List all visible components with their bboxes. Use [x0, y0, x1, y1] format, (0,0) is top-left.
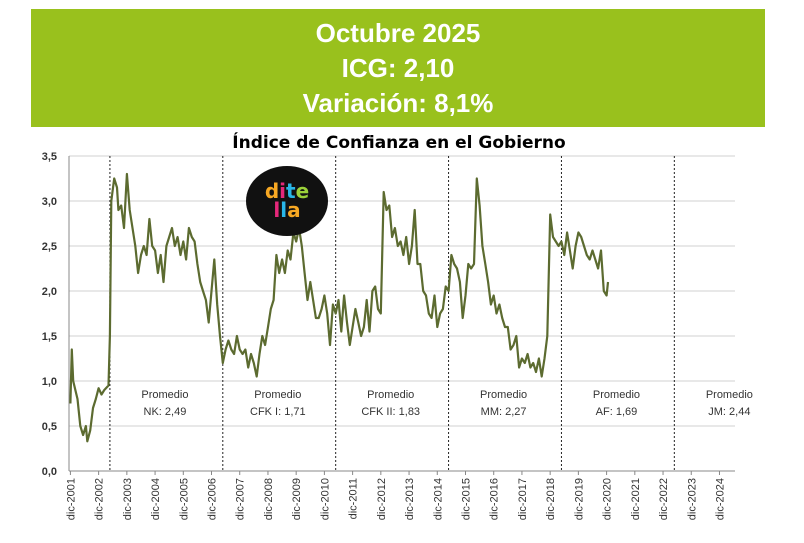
banner-icg-value: ICG: 2,10 — [341, 52, 455, 83]
annotation-label: Promedio — [254, 389, 301, 401]
annotation-value: CFK II: 1,83 — [361, 406, 420, 418]
x-tick-label: dic-2015 — [460, 478, 472, 520]
x-tick-label: dic-2007 — [235, 478, 247, 520]
annotation-label: Promedio — [367, 389, 414, 401]
x-tick-label: dic-2019 — [573, 478, 585, 520]
annotation-label: Promedio — [593, 389, 640, 401]
annotation-label: Promedio — [480, 389, 527, 401]
header-banner: Octubre 2025 ICG: 2,10 Variación: 8,1% — [31, 9, 765, 127]
annotation-label: Promedio — [706, 389, 753, 401]
annotation-value: CFK I: 1,71 — [250, 406, 306, 418]
di-tella-logo: dite lla — [246, 166, 328, 236]
x-tick-label: dic-2003 — [122, 478, 134, 520]
x-tick-label: dic-2009 — [291, 478, 303, 520]
x-tick-label: dic-2013 — [404, 478, 416, 520]
annotation-value: MM: 2,27 — [481, 406, 527, 418]
y-tick-label: 3,0 — [42, 196, 57, 208]
x-tick-label: dic-2008 — [263, 478, 275, 520]
annotation-value: AF: 1,69 — [596, 406, 638, 418]
x-tick-label: dic-2004 — [150, 478, 162, 520]
y-tick-label: 2,5 — [42, 241, 57, 253]
x-tick-label: dic-2017 — [517, 478, 529, 520]
x-tick-label: dic-2010 — [319, 478, 331, 520]
y-tick-label: 2,0 — [42, 286, 57, 298]
y-tick-label: 3,5 — [42, 151, 57, 163]
y-tick-label: 0,0 — [42, 466, 57, 478]
x-tick-label: dic-2011 — [348, 478, 360, 519]
y-tick-label: 1,0 — [42, 376, 57, 388]
chart-title: Índice de Confianza en el Gobierno — [232, 133, 566, 153]
x-tick-label: dic-2023 — [686, 478, 698, 520]
x-tick-label: dic-2002 — [94, 478, 106, 520]
annotation-label: Promedio — [141, 389, 188, 401]
banner-period: Octubre 2025 — [315, 17, 481, 48]
x-tick-label: dic-2024 — [714, 478, 726, 520]
x-tick-label: dic-2012 — [376, 478, 388, 520]
top-strip — [0, 0, 804, 8]
series-line-icg — [69, 172, 610, 443]
y-tick-label: 1,5 — [42, 331, 57, 343]
x-tick-label: dic-2014 — [432, 478, 444, 520]
y-tick-label: 0,5 — [42, 421, 57, 433]
x-tick-label: dic-2021 — [630, 478, 642, 520]
x-tick-label: dic-2001 — [65, 478, 77, 520]
x-tick-label: dic-2020 — [602, 478, 614, 520]
x-tick-label: dic-2005 — [178, 478, 190, 520]
x-tick-label: dic-2022 — [658, 478, 670, 520]
annotation-value: NK: 2,49 — [144, 406, 187, 418]
annotation-value: JM: 2,44 — [708, 406, 750, 418]
x-tick-label: dic-2018 — [545, 478, 557, 520]
x-tick-label: dic-2006 — [207, 478, 219, 520]
x-tick-label: dic-2016 — [489, 478, 501, 520]
banner-variation: Variación: 8,1% — [302, 87, 494, 118]
